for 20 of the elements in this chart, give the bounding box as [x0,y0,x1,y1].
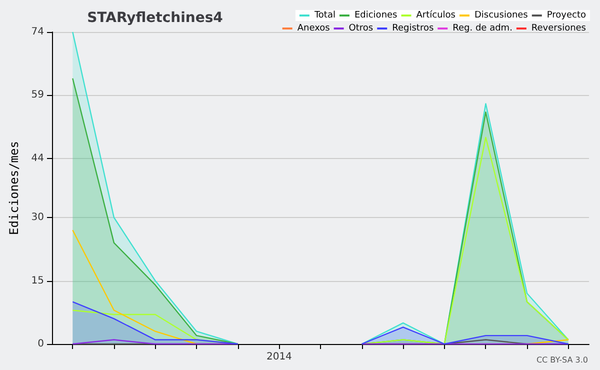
y-tick-label: 59 [31,90,44,101]
legend-label: Artículos [416,10,456,20]
y-tick-label: 15 [31,275,44,286]
x-tick-label: 2014 [266,352,292,362]
y-tick-label: 0 [38,338,44,350]
y-axis-title: Ediciones/mes [7,141,21,235]
legend-label: Registros [392,24,434,34]
text: CC BY-SA 3.0 [536,356,588,364]
legend-label: Total [313,10,336,20]
legend-label: Discusiones [474,10,528,20]
legend-label: Reg. de adm. [452,24,512,34]
legend-label: Anexos [297,24,330,34]
legend-label: Ediciones [354,10,398,20]
y-tick-label: 30 [31,212,44,224]
y-tick-label: 74 [31,26,44,38]
legend-label: Otros [348,24,374,34]
legend-label: Proyecto [546,10,586,20]
y-tick-label: 44 [31,152,44,164]
chart-title: STARyfletchines4 [87,10,224,26]
legend-label: Reversiones [531,24,586,34]
